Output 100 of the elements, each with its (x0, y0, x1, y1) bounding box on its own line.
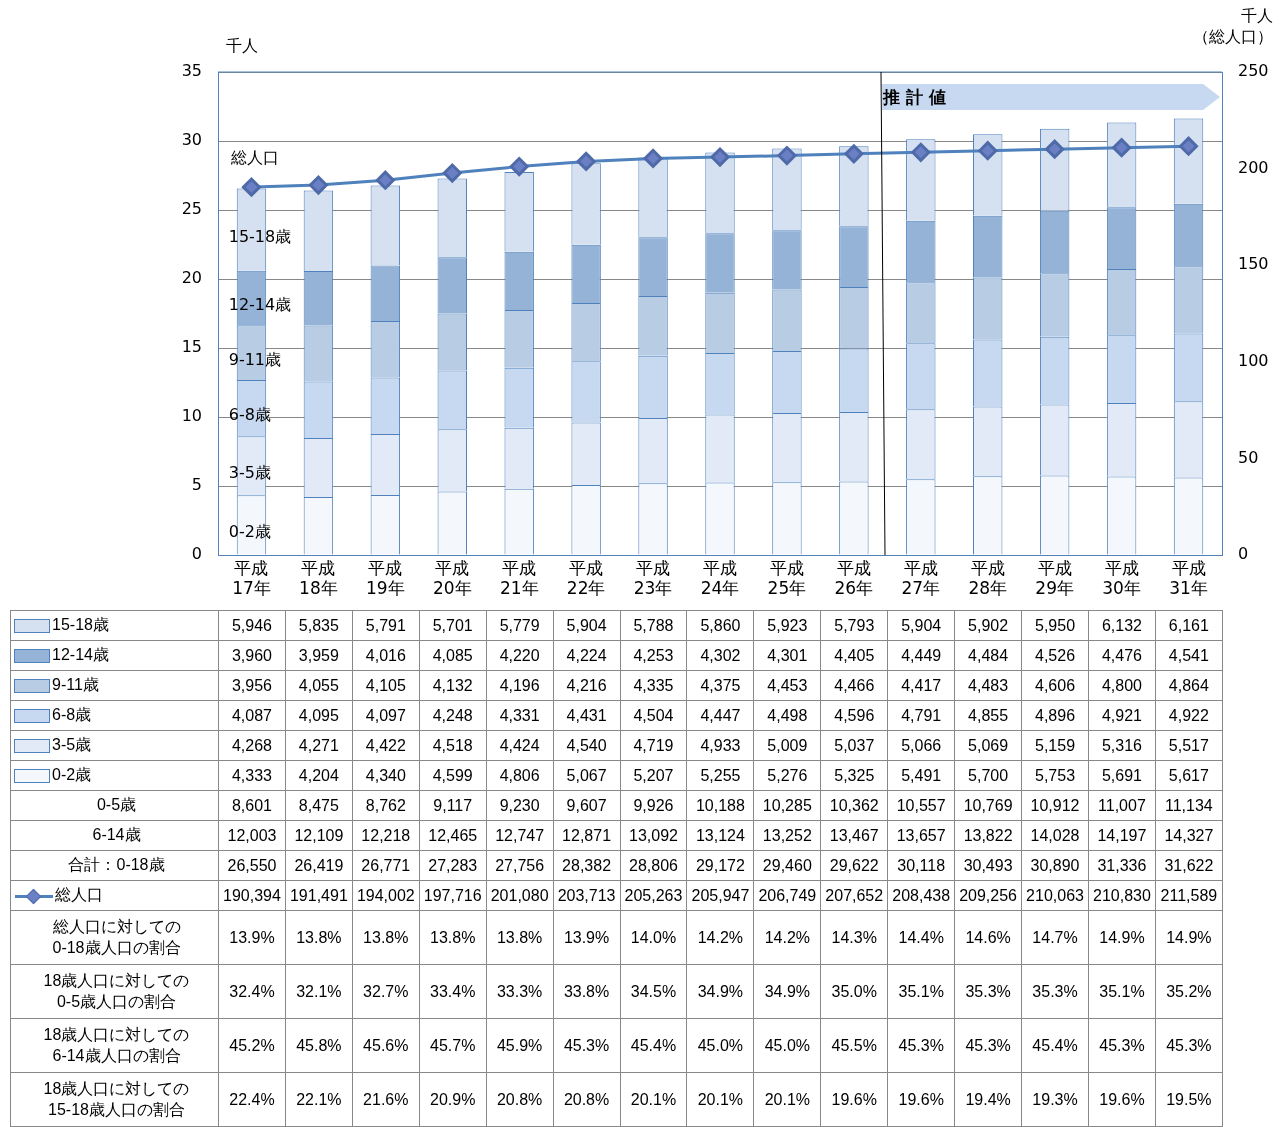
text: 13.8% (352, 910, 420, 965)
text: 19.3% (1021, 1072, 1089, 1127)
text: 45.7% (419, 1018, 487, 1073)
text: 4,417 (887, 670, 955, 701)
text: 5,316 (1088, 730, 1156, 761)
point (442, 163, 462, 183)
text: 4,405 (820, 640, 888, 671)
text: 4,268 (218, 730, 286, 761)
text: 13,657 (887, 820, 955, 851)
text: 12-14歳 (228, 295, 292, 315)
y2-tick-label: 200 (1238, 157, 1269, 177)
text: 12,218 (352, 820, 420, 851)
x-tick-label: 平成21年 (499, 557, 539, 599)
text: 0-2歳 (228, 522, 271, 542)
text: 3,960 (218, 640, 286, 671)
text: 29,460 (753, 850, 821, 881)
text: 35.1% (887, 964, 955, 1019)
text: 4,216 (553, 670, 621, 701)
text: 22.4% (218, 1072, 286, 1127)
text: 4,800 (1088, 670, 1156, 701)
text: 5,517 (1155, 730, 1223, 761)
text: 13,467 (820, 820, 888, 851)
text: 4,016 (352, 640, 420, 671)
text: 9,117 (419, 790, 487, 821)
text: 29,622 (820, 850, 888, 881)
text: 5,009 (753, 730, 821, 761)
point (911, 142, 931, 162)
text: 13.8% (419, 910, 487, 965)
text: 14.2% (753, 910, 821, 965)
text: 4,922 (1155, 700, 1223, 731)
text: 4,476 (1088, 640, 1156, 671)
text: 34.9% (686, 964, 754, 1019)
x-tick-label: 平成25年 (767, 557, 807, 599)
text: 32.4% (218, 964, 286, 1019)
text: 28,382 (553, 850, 621, 881)
text: 14.0% (620, 910, 687, 965)
text: 4,864 (1155, 670, 1223, 701)
text: 総人口に対しての 0-18歳人口の割合 (52, 917, 181, 956)
text: 5,701 (419, 610, 487, 641)
text: 20.9% (419, 1072, 487, 1127)
text: 209,256 (954, 880, 1022, 911)
text: 45.4% (1021, 1018, 1089, 1073)
text: 19.6% (1088, 1072, 1156, 1127)
text: 205,263 (620, 880, 687, 911)
text: 34.5% (620, 964, 687, 1019)
text: 5,904 (887, 610, 955, 641)
text: 14,327 (1155, 820, 1223, 851)
x-tick-label: 平成23年 (633, 557, 673, 599)
text: 6,132 (1088, 610, 1156, 641)
text: 4,498 (753, 700, 821, 731)
point (576, 151, 596, 171)
text: 12,871 (553, 820, 621, 851)
text: 20.8% (486, 1072, 554, 1127)
x-tick-label: 平成26年 (834, 557, 874, 599)
text: 21.6% (352, 1072, 420, 1127)
text: 4,449 (887, 640, 955, 671)
point (1112, 138, 1132, 158)
y2-tick-label: 100 (1238, 350, 1269, 370)
text: 4,422 (352, 730, 420, 761)
text: 14.7% (1021, 910, 1089, 965)
text: 14.2% (686, 910, 754, 965)
text: 31,622 (1155, 850, 1223, 881)
text: 32.1% (285, 964, 353, 1019)
point (1045, 139, 1065, 159)
point (777, 146, 797, 166)
text: 205,947 (686, 880, 754, 911)
point (509, 157, 529, 177)
text: 35.2% (1155, 964, 1223, 1019)
text: 35.0% (820, 964, 888, 1019)
text: 19.6% (820, 1072, 888, 1127)
text: 3,959 (285, 640, 353, 671)
text: 14.6% (954, 910, 1022, 965)
text: 5,835 (285, 610, 353, 641)
text: 9-11歳 (228, 349, 282, 369)
text: 8,762 (352, 790, 420, 821)
text: 5,946 (218, 610, 286, 641)
text: 4,105 (352, 670, 420, 701)
text: 5,255 (686, 760, 754, 791)
text: 4,301 (753, 640, 821, 671)
point (308, 175, 328, 195)
y-tick-label: 30 (181, 130, 202, 150)
text: 4,132 (419, 670, 487, 701)
text: 4,087 (218, 700, 286, 731)
text: 4,204 (285, 760, 353, 791)
text: 13.9% (553, 910, 621, 965)
text: 4,253 (620, 640, 687, 671)
text: 45.8% (285, 1018, 353, 1073)
text: 4,466 (820, 670, 888, 701)
text: 9,607 (553, 790, 621, 821)
text: 35.1% (1088, 964, 1156, 1019)
text: 28,806 (620, 850, 687, 881)
text: 5,904 (553, 610, 621, 641)
text: 4,518 (419, 730, 487, 761)
annotation: 推 計 値 (883, 86, 946, 109)
text: 4,484 (954, 640, 1022, 671)
legend-label: 15-18歳 (51, 616, 109, 634)
y-axis-title: 千人 (226, 36, 258, 57)
text: 206,749 (753, 880, 821, 911)
text: 4,375 (686, 670, 754, 701)
text: 5,753 (1021, 760, 1089, 791)
